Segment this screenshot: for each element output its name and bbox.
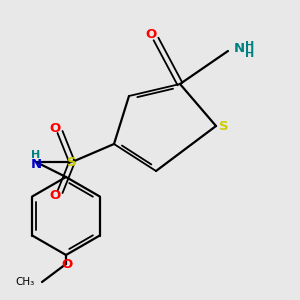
Text: O: O xyxy=(62,257,73,271)
Text: S: S xyxy=(219,119,228,133)
Text: O: O xyxy=(146,28,157,41)
Text: N: N xyxy=(30,158,42,172)
Text: H: H xyxy=(32,149,40,160)
Text: O: O xyxy=(49,122,60,135)
Text: N: N xyxy=(234,41,245,55)
Text: O: O xyxy=(49,189,60,202)
Text: H: H xyxy=(244,40,254,51)
Text: CH₃: CH₃ xyxy=(15,277,34,287)
Text: H: H xyxy=(244,49,254,59)
Text: S: S xyxy=(67,155,77,169)
